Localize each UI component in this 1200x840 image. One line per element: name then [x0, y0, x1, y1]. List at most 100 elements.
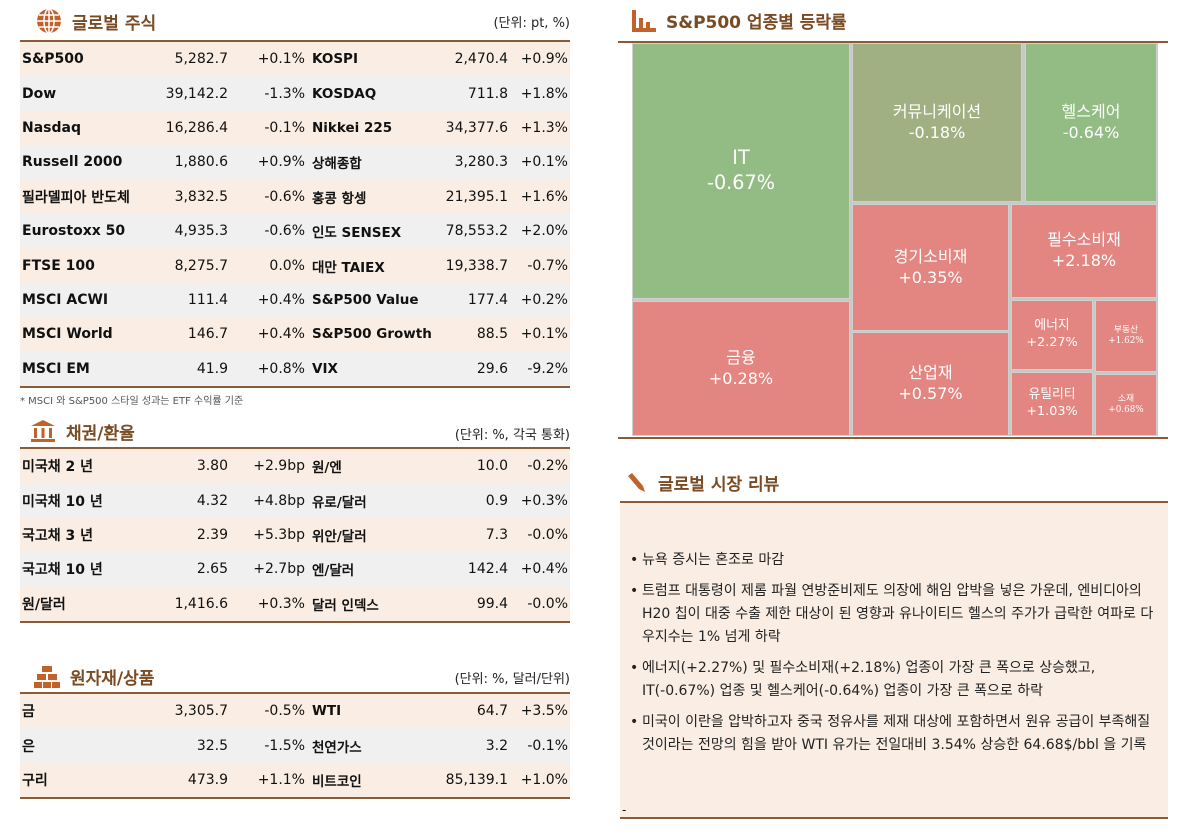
- right-value: 10.0: [476, 458, 508, 475]
- right-name: VIX: [312, 360, 338, 377]
- pen-icon: [628, 472, 645, 492]
- left-value: 2.65: [196, 561, 228, 578]
- left-name: 국고채 10 년: [22, 562, 103, 579]
- commodities-title: 원자재/상품: [34, 663, 154, 689]
- right-change: +0.1%: [520, 326, 568, 343]
- sector-name: 커뮤니케이션: [892, 101, 982, 121]
- divider: [618, 41, 1168, 43]
- section-title: 원자재/상품: [70, 668, 155, 689]
- right-value: 0.9: [485, 492, 508, 509]
- left-change: -0.6%: [264, 223, 305, 240]
- review-title: 글로벌 시장 리뷰: [626, 470, 779, 495]
- sector-treemap: IT -0.67% 금융 +0.28% 커뮤니케이션 -0.18% 헬스케어 -0.64% 경기…: [632, 43, 1158, 436]
- right-value: 3,280.3: [454, 154, 508, 171]
- sector-change: +0.35%: [898, 267, 963, 287]
- right-name: 달러 인덱스: [312, 597, 379, 614]
- right-value: 85,139.1: [445, 771, 508, 788]
- right-change: +1.6%: [520, 188, 568, 205]
- sector-change: +0.68%: [1108, 405, 1144, 415]
- left-value: 16,286.4: [165, 119, 228, 136]
- table-row: 국고채 3 년 2.39 +5.3bp 위안/달러 7.3 -0.0%: [20, 517, 570, 553]
- review-footer: -: [622, 803, 627, 817]
- left-name: 은: [22, 738, 35, 755]
- table-row: Russell 2000 1,880.6 +0.9% 상해종합 3,280.3 +0.1%: [20, 145, 570, 180]
- review-bullet: 미국이 이란을 압박하고자 중국 정유사를 제재 대상에 포함하면서 원유 공급…: [630, 711, 1160, 757]
- right-value: 711.8: [467, 85, 508, 102]
- right-name: 대만 TAIEX: [312, 259, 385, 276]
- left-value: 4,935.3: [174, 223, 228, 240]
- left-change: -1.3%: [264, 85, 305, 102]
- right-value: 88.5: [476, 326, 508, 343]
- right-change: +0.4%: [520, 561, 568, 578]
- right-name: 홍콩 항셍: [312, 190, 367, 207]
- right-change: +2.0%: [520, 223, 568, 240]
- section-title: 채권/환율: [66, 423, 135, 444]
- table-row: FTSE 100 8,275.7 0.0% 대만 TAIEX 19,338.7 -0.7%: [20, 248, 570, 283]
- left-change: -0.6%: [264, 188, 305, 205]
- table-row: 구리 473.9 +1.1% 비트코인 85,139.1 +1.0%: [20, 762, 570, 798]
- gold-bars-icon: [34, 666, 60, 688]
- left-value: 111.4: [187, 291, 228, 308]
- sector-change: +2.18%: [1051, 251, 1117, 270]
- sector-name: 산업재: [908, 363, 953, 383]
- sector-change: +0.57%: [898, 384, 963, 403]
- table-row: 필라델피아 반도체 3,832.5 -0.6% 홍콩 항셍 21,395.1 +1.6%: [20, 179, 570, 214]
- table-row: 원/달러 1,416.6 +0.3% 달러 인덱스 99.4 -0.0%: [20, 586, 570, 621]
- right-name: 상해종합: [312, 156, 362, 173]
- sector-change: +1.03%: [1026, 404, 1078, 419]
- right-name: 원/엔: [312, 460, 342, 477]
- right-value: 64.7: [476, 703, 508, 720]
- bar-chart-icon: [632, 9, 656, 32]
- left-change: +1.1%: [257, 771, 305, 788]
- right-change: -0.2%: [527, 458, 568, 475]
- right-name: 인도 SENSEX: [312, 225, 402, 242]
- global-stocks-table: S&P500 5,282.7 +0.1% KOSPI 2,470.4 +0.9% Dow 39…: [20, 40, 570, 388]
- section-title: 글로벌 주식: [72, 13, 157, 34]
- left-name: 국고채 3 년: [22, 527, 94, 544]
- left-name: S&P500: [22, 51, 84, 68]
- right-value: 7.3: [485, 526, 508, 543]
- table-row: Nasdaq 16,286.4 -0.1% Nikkei 225 34,377.6 +1.…: [20, 110, 570, 146]
- right-name: KOSDAQ: [312, 85, 377, 102]
- right-change: -0.1%: [527, 737, 568, 754]
- sector-change: +0.28%: [708, 368, 774, 388]
- right-name: 유로/달러: [312, 494, 367, 511]
- globe-icon: [37, 8, 61, 34]
- sector-change: +1.62%: [1108, 336, 1144, 346]
- table-row: MSCI EM 41.9 +0.8% VIX 29.6 -9.2%: [20, 351, 570, 386]
- left-change: -0.1%: [264, 119, 305, 136]
- table-row: MSCI World 146.7 +0.4% S&P500 Growth 88.5 +0.…: [20, 317, 570, 352]
- left-name: 미국채 2 년: [22, 459, 94, 476]
- right-name: 천연가스: [312, 739, 362, 756]
- sector-cell: 산업재 +0.57%: [852, 332, 1009, 436]
- right-change: +0.9%: [520, 51, 568, 68]
- section-title: S&P500 업종별 등락률: [666, 13, 847, 33]
- bonds-fx-table: 미국채 2 년 3.80 +2.9bp 원/엔 10.0 -0.2% 미국채 10 년 4.3…: [20, 447, 570, 623]
- left-value: 39,142.2: [165, 85, 228, 102]
- sector-cell: 헬스케어 -0.64%: [1025, 43, 1157, 202]
- right-value: 3.2: [485, 737, 508, 754]
- left-name: 금: [22, 704, 35, 721]
- table-row: S&P500 5,282.7 +0.1% KOSPI 2,470.4 +0.9%: [20, 42, 570, 77]
- right-change: +1.0%: [520, 771, 568, 788]
- left-name: Nasdaq: [22, 119, 81, 136]
- left-value: 1,880.6: [174, 154, 228, 171]
- right-value: 99.4: [476, 595, 508, 612]
- table-row: 미국채 2 년 3.80 +2.9bp 원/엔 10.0 -0.2%: [20, 449, 570, 484]
- review-box: 뉴욕 증시는 혼조로 마감트럼프 대통령이 제롬 파월 연방준비제도 의장에 해…: [620, 503, 1168, 819]
- left-value: 41.9: [196, 360, 228, 377]
- sector-cell: 유틸리티 +1.03%: [1011, 372, 1093, 436]
- global-stocks-title: 글로벌 주식: [36, 8, 156, 34]
- left-value: 146.7: [187, 326, 228, 343]
- sector-change: -0.18%: [908, 122, 966, 142]
- bonds-fx-title: 채권/환율: [30, 418, 135, 444]
- left-change: +0.4%: [257, 326, 305, 343]
- right-change: +0.1%: [520, 154, 568, 171]
- sector-title: S&P500 업종별 등락률: [632, 8, 847, 33]
- right-value: 19,338.7: [445, 257, 508, 274]
- table-row: MSCI ACWI 111.4 +0.4% S&P500 Value 177.4 +0.2…: [20, 282, 570, 318]
- sector-change: -0.64%: [1062, 122, 1120, 142]
- left-name: 구리: [22, 772, 48, 789]
- left-change: +4.8bp: [253, 492, 305, 509]
- sector-cell: 금융 +0.28%: [632, 301, 850, 436]
